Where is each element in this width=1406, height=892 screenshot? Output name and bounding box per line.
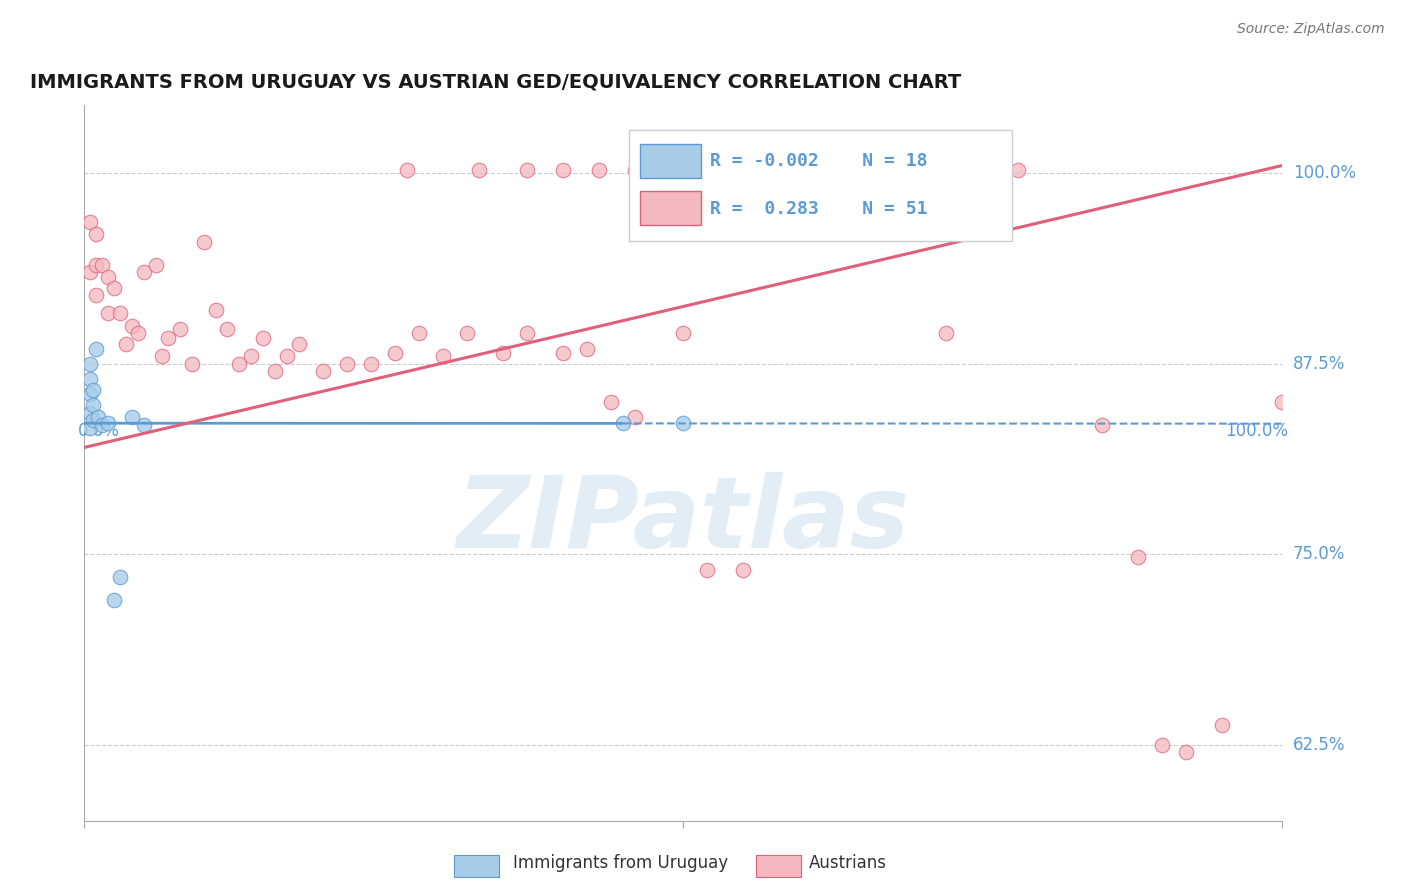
Point [588,163,610,178]
Text: R =  0.283    N = 51: R = 0.283 N = 51 [710,200,928,218]
Point [468,163,491,178]
Point [87,410,110,425]
Point [1091,417,1114,432]
Point [516,163,538,178]
Point [180,357,202,371]
Point [396,163,419,178]
Point [169,321,191,335]
Text: ZIPatlas: ZIPatlas [456,472,910,568]
Point [1126,550,1149,565]
Point [217,321,239,335]
Point [121,410,143,425]
Point [84,258,107,272]
Point [935,326,957,341]
Point [551,163,574,178]
Point [276,349,298,363]
Point [599,395,621,409]
Point [97,269,120,284]
Point [252,331,274,345]
Point [84,342,107,356]
Point [456,326,478,341]
FancyBboxPatch shape [640,144,700,178]
Text: Source: ZipAtlas.com: Source: ZipAtlas.com [1237,22,1385,37]
Point [79,357,101,371]
FancyBboxPatch shape [628,129,1012,241]
Point [108,570,131,584]
Point [82,398,104,412]
Point [551,346,574,360]
Point [288,337,311,351]
Point [492,346,515,360]
Point [121,318,143,333]
Point [82,383,104,397]
Text: Austrians: Austrians [808,855,886,872]
Point [623,410,645,425]
Point [108,306,131,320]
Point [264,364,287,378]
Point [731,562,754,576]
Point [84,227,107,242]
Point [79,387,101,401]
Point [79,372,101,386]
Point [935,163,957,178]
Point [114,337,136,351]
Text: 100.0%: 100.0% [1294,164,1355,182]
Point [360,357,382,371]
Point [575,342,598,356]
Point [145,258,167,272]
Point [103,593,125,607]
Point [79,421,101,435]
Point [90,417,112,432]
Point [103,280,125,294]
Point [150,349,173,363]
Point [84,288,107,302]
Point [156,331,179,345]
Point [1271,395,1294,409]
Point [79,405,101,419]
FancyBboxPatch shape [640,191,700,225]
Point [193,235,215,249]
Point [696,562,718,576]
Point [82,413,104,427]
Point [97,306,120,320]
Text: IMMIGRANTS FROM URUGUAY VS AUSTRIAN GED/EQUIVALENCY CORRELATION CHART: IMMIGRANTS FROM URUGUAY VS AUSTRIAN GED/… [30,73,962,92]
Point [792,163,814,178]
Point [132,417,155,432]
Point [623,163,645,178]
Point [432,349,454,363]
Point [97,416,120,430]
Point [384,346,406,360]
Point [408,326,430,341]
Point [79,215,101,229]
Point [851,163,873,178]
Point [312,364,335,378]
Point [336,357,359,371]
Point [1007,163,1029,178]
Point [516,326,538,341]
Point [827,163,849,178]
Point [228,357,250,371]
Point [204,303,226,318]
Point [1211,718,1233,732]
Point [240,349,263,363]
Text: 87.5%: 87.5% [1294,355,1346,373]
Point [79,265,101,279]
Text: R = -0.002    N = 18: R = -0.002 N = 18 [710,153,928,170]
Point [672,416,695,430]
Point [731,163,754,178]
Point [132,265,155,279]
Point [90,258,112,272]
Point [127,326,149,341]
Text: 62.5%: 62.5% [1294,736,1346,754]
Text: 0.0%: 0.0% [77,422,120,440]
Text: Immigrants from Uruguay: Immigrants from Uruguay [513,855,728,872]
Point [1150,738,1173,752]
Point [612,416,634,430]
Text: 75.0%: 75.0% [1294,545,1346,563]
Point [1174,746,1197,760]
Point [672,326,695,341]
Text: 100.0%: 100.0% [1225,422,1288,440]
Point [887,163,910,178]
